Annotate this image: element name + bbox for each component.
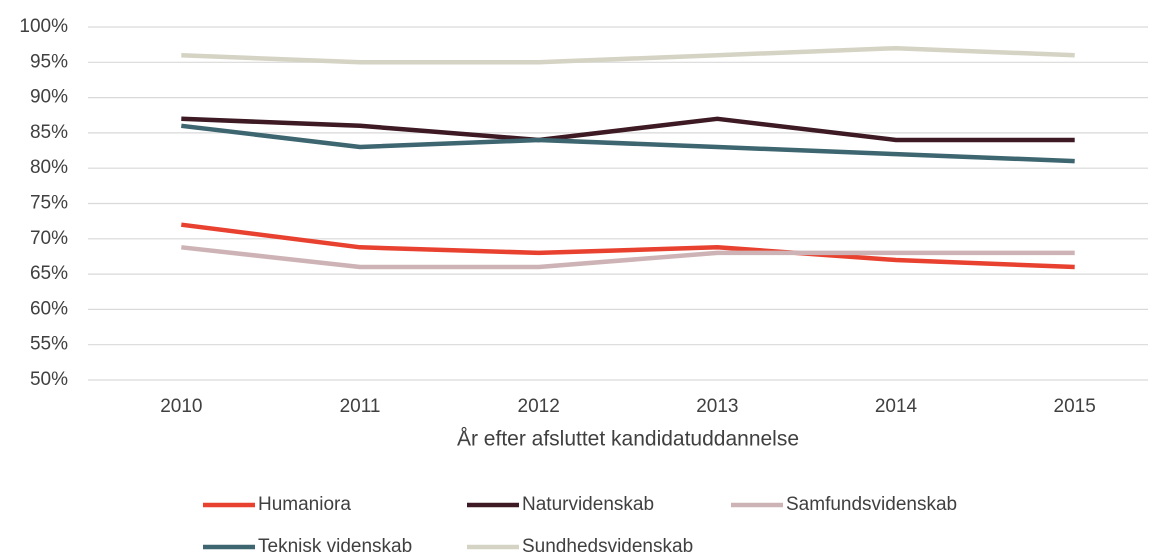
y-tick-label: 95% xyxy=(30,51,68,72)
x-tick-label: 2015 xyxy=(1054,396,1096,417)
x-tick-label: 2013 xyxy=(696,396,738,417)
x-tick-label: 2011 xyxy=(340,396,381,417)
y-tick-label: 90% xyxy=(30,87,68,108)
series-line xyxy=(181,222,1075,270)
legend-label: Humaniora xyxy=(258,494,351,515)
legend-label: Teknisk videnskab xyxy=(258,536,412,556)
y-tick-label: 100% xyxy=(19,16,68,37)
x-tick-label: 2010 xyxy=(160,396,202,417)
y-tick-label: 55% xyxy=(30,334,68,355)
series-line xyxy=(181,123,1075,164)
legend-label: Naturvidenskab xyxy=(522,494,654,515)
y-tick-label: 70% xyxy=(30,228,68,249)
series-line xyxy=(181,45,1075,65)
y-tick-label: 60% xyxy=(30,298,68,319)
x-axis-title: År efter afsluttet kandidatuddannelse xyxy=(457,428,799,451)
y-tick-label: 50% xyxy=(30,369,68,390)
x-tick-label: 2014 xyxy=(875,396,918,417)
y-tick-label: 75% xyxy=(30,193,68,214)
y-tick-label: 80% xyxy=(30,157,68,178)
series-line xyxy=(181,116,1075,143)
y-tick-label: 65% xyxy=(30,263,68,284)
x-tick-label: 2012 xyxy=(518,396,560,417)
y-tick-label: 85% xyxy=(30,122,68,143)
legend-label: Sundhedsvidenskab xyxy=(522,536,693,556)
legend-label: Samfundsvidenskab xyxy=(786,494,957,515)
series-line xyxy=(181,245,1075,270)
